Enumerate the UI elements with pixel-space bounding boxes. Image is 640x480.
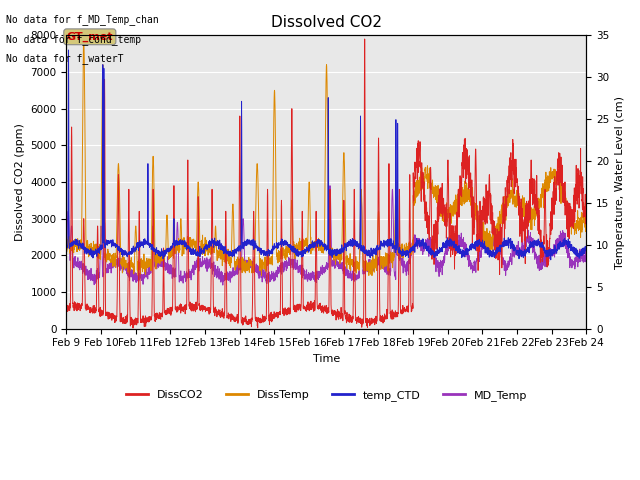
X-axis label: Time: Time bbox=[313, 354, 340, 364]
Legend: DissCO2, DissTemp, temp_CTD, MD_Temp: DissCO2, DissTemp, temp_CTD, MD_Temp bbox=[121, 385, 532, 405]
Y-axis label: Dissolved CO2 (ppm): Dissolved CO2 (ppm) bbox=[15, 123, 25, 241]
Text: No data for f_waterT: No data for f_waterT bbox=[6, 53, 124, 64]
Text: GT_met: GT_met bbox=[67, 32, 113, 42]
Text: No data for f_cond_temp: No data for f_cond_temp bbox=[6, 34, 141, 45]
Y-axis label: Temperature, Water Level (cm): Temperature, Water Level (cm) bbox=[615, 96, 625, 268]
Title: Dissolved CO2: Dissolved CO2 bbox=[271, 15, 382, 30]
Text: No data for f_MD_Temp_chan: No data for f_MD_Temp_chan bbox=[6, 14, 159, 25]
